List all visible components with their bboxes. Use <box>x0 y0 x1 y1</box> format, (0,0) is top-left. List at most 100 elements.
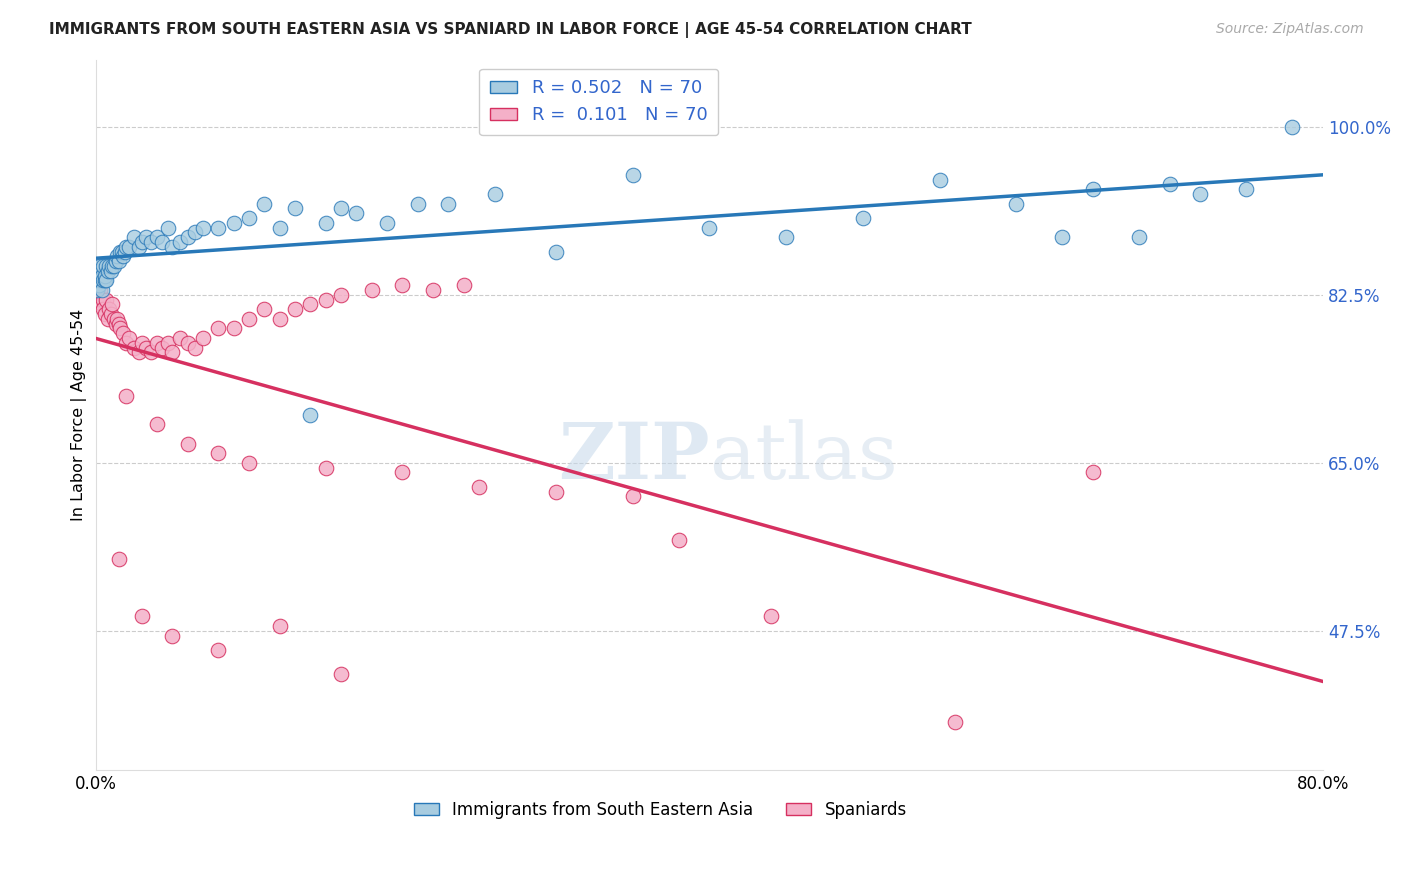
Point <box>94 268 117 283</box>
Point <box>1159 178 1181 192</box>
Point <box>1189 186 1212 201</box>
Point <box>96 293 118 307</box>
Point <box>422 283 444 297</box>
Point <box>315 460 337 475</box>
Point <box>1081 182 1104 196</box>
Point <box>128 345 150 359</box>
Point <box>87 287 110 301</box>
Point <box>207 446 229 460</box>
Point <box>284 302 307 317</box>
Point <box>150 341 173 355</box>
Point <box>184 341 207 355</box>
Point <box>1281 120 1303 134</box>
Point <box>128 240 150 254</box>
Point <box>89 293 111 307</box>
Point <box>105 311 128 326</box>
Point <box>146 230 169 244</box>
Point <box>544 244 567 259</box>
Point <box>269 311 291 326</box>
Point <box>122 230 145 244</box>
Point <box>699 220 721 235</box>
Point <box>1005 196 1028 211</box>
Point <box>96 259 118 273</box>
Point <box>86 283 108 297</box>
Point <box>135 341 157 355</box>
Point <box>86 283 108 297</box>
Point <box>131 609 153 624</box>
Point <box>330 287 353 301</box>
Point <box>162 629 184 643</box>
Point <box>207 643 229 657</box>
Point <box>222 321 245 335</box>
Point <box>139 235 162 249</box>
Point <box>115 240 138 254</box>
Point <box>107 551 129 566</box>
Point <box>468 480 491 494</box>
Point <box>87 278 110 293</box>
Point <box>360 283 382 297</box>
Point <box>104 254 127 268</box>
Point <box>87 264 110 278</box>
Point <box>101 259 124 273</box>
Point <box>1081 466 1104 480</box>
Point <box>176 335 198 350</box>
Point <box>156 335 179 350</box>
Point <box>91 259 114 273</box>
Point <box>90 283 112 297</box>
Point <box>191 220 214 235</box>
Point <box>90 268 112 283</box>
Point <box>775 230 797 244</box>
Point <box>84 273 107 287</box>
Point <box>91 302 114 317</box>
Point <box>391 278 413 293</box>
Point <box>90 297 112 311</box>
Point <box>94 307 117 321</box>
Point <box>346 206 368 220</box>
Point <box>928 172 950 186</box>
Point <box>169 235 191 249</box>
Point <box>943 714 966 729</box>
Point <box>299 408 322 422</box>
Point <box>191 331 214 345</box>
Point <box>100 264 122 278</box>
Point <box>238 211 260 225</box>
Text: IMMIGRANTS FROM SOUTH EASTERN ASIA VS SPANIARD IN LABOR FORCE | AGE 45-54 CORREL: IMMIGRANTS FROM SOUTH EASTERN ASIA VS SP… <box>49 22 972 38</box>
Point <box>169 331 191 345</box>
Point <box>118 331 141 345</box>
Point <box>330 667 353 681</box>
Point <box>97 264 120 278</box>
Point <box>1234 182 1257 196</box>
Point <box>162 345 184 359</box>
Point <box>111 244 134 259</box>
Point <box>156 220 179 235</box>
Point <box>437 196 460 211</box>
Point <box>406 196 429 211</box>
Point <box>91 293 114 307</box>
Point <box>1128 230 1150 244</box>
Legend: Immigrants from South Eastern Asia, Spaniards: Immigrants from South Eastern Asia, Span… <box>406 794 914 826</box>
Point <box>238 456 260 470</box>
Point <box>162 240 184 254</box>
Point <box>98 302 121 317</box>
Point <box>484 186 506 201</box>
Point <box>94 273 117 287</box>
Point <box>100 307 122 321</box>
Point <box>852 211 875 225</box>
Point <box>97 311 120 326</box>
Point <box>135 230 157 244</box>
Point <box>115 335 138 350</box>
Point <box>621 490 644 504</box>
Point <box>89 283 111 297</box>
Point <box>150 235 173 249</box>
Point <box>108 321 131 335</box>
Point <box>91 273 114 287</box>
Text: atlas: atlas <box>710 419 898 495</box>
Point <box>114 244 136 259</box>
Point <box>118 240 141 254</box>
Point <box>101 297 124 311</box>
Point <box>89 273 111 287</box>
Point <box>108 244 131 259</box>
Point <box>668 533 690 547</box>
Point <box>391 466 413 480</box>
Point <box>176 230 198 244</box>
